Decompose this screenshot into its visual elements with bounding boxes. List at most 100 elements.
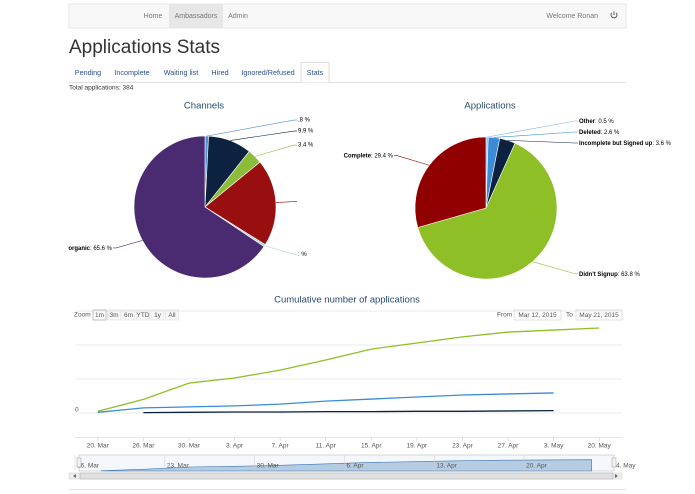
label-connector — [206, 119, 297, 137]
x-tick-label: 11. Apr — [316, 443, 337, 450]
nav-active-bg — [169, 4, 223, 28]
series-line — [143, 409, 554, 414]
page-title: Applications Stats — [69, 37, 220, 58]
zoom-button-bg[interactable] — [92, 309, 107, 321]
zoom-button[interactable]: 1m — [95, 312, 104, 319]
zoom-button-bg[interactable] — [107, 309, 121, 321]
chart-title: Applications — [464, 101, 515, 112]
navigator-label: 6. Apr — [347, 463, 365, 470]
tab[interactable]: Incomplete — [114, 68, 149, 77]
range-to[interactable]: May 21, 2015 — [579, 312, 619, 319]
label-connector — [487, 120, 578, 138]
zoom-label: Zoom — [74, 312, 91, 319]
series-line — [97, 392, 554, 413]
zoom-button-bg[interactable] — [121, 309, 136, 321]
x-tick-label: 30. Mar — [178, 443, 201, 450]
scroll-right[interactable] — [615, 474, 618, 478]
x-tick-label: 7. Apr — [272, 443, 290, 450]
zoom-button[interactable]: YTD — [137, 312, 150, 319]
x-tick-label: 3. Apr — [226, 443, 244, 450]
pie-slice — [417, 142, 558, 280]
navigator-label: 30. Mar — [257, 463, 280, 470]
power-arc — [610, 12, 618, 19]
scroll-left[interactable] — [73, 474, 76, 478]
tab[interactable]: Hired — [211, 68, 228, 77]
label-value: : 0.5 % — [595, 119, 614, 125]
nav-link[interactable]: Ambassadors — [175, 13, 218, 20]
x-tick-label: 23. Apr — [452, 443, 473, 450]
welcome-user: Welcome Ronan — [546, 13, 598, 20]
label-name: Didn't Signup — [579, 271, 618, 277]
label-value: : 63.8 % — [618, 271, 641, 277]
data-label: 3.4 % — [298, 143, 314, 149]
label-name: Complete — [344, 153, 372, 159]
navigator-handle[interactable] — [611, 457, 617, 468]
label-connector — [494, 131, 578, 138]
navbar — [68, 3, 627, 29]
range-from[interactable]: Mar 12, 2015 — [518, 312, 557, 319]
label-value: : 2.6 % — [601, 130, 620, 136]
data-label: Deleted: 2.6 % — [579, 130, 620, 136]
zoom-button-bg[interactable] — [165, 309, 179, 321]
data-label: Complete: 29.4 % — [344, 153, 394, 159]
label-connector — [264, 245, 297, 255]
label-connector — [254, 144, 297, 157]
label-value: : 65.6 % — [90, 246, 113, 252]
zoom-button[interactable]: 3m — [109, 312, 118, 319]
label-connector — [113, 240, 143, 249]
x-tick-label: 20. Mar — [87, 443, 110, 450]
nav-link[interactable]: Home — [144, 13, 163, 20]
navigator-handle[interactable] — [76, 457, 82, 468]
zoom-button-bg[interactable] — [150, 309, 165, 321]
label-connector — [275, 201, 297, 203]
x-tick-label: 20. May — [588, 443, 612, 450]
tab[interactable]: Waiting list — [164, 68, 198, 77]
range-from-label: From — [497, 312, 512, 319]
navigator-label: 23. Mar — [167, 463, 190, 470]
navigator-area — [100, 459, 593, 472]
series-line — [97, 327, 600, 412]
range-to-label: To — [566, 312, 573, 319]
zoom-button[interactable]: All — [168, 312, 176, 319]
zoom-button-bg[interactable] — [136, 309, 150, 321]
label-connector — [394, 155, 430, 166]
y-tick-label: 0 — [75, 407, 79, 414]
label-name: Incomplete but Signed up — [579, 141, 653, 147]
logout-icon[interactable] — [610, 11, 618, 19]
label-connector — [532, 261, 578, 275]
tab[interactable]: Pending — [75, 68, 101, 77]
nav-link[interactable]: Admin — [228, 13, 248, 20]
chart-title: Cumulative number of applications — [274, 295, 420, 306]
label-connector — [507, 140, 578, 144]
scrollbar-thumb[interactable] — [79, 472, 614, 480]
pie-slice — [204, 161, 277, 246]
data-label: organic: 65.6 % — [68, 246, 112, 252]
range-to-box[interactable] — [575, 309, 623, 321]
label-name: Deleted — [579, 130, 601, 136]
x-tick-label: 27. Apr — [498, 443, 519, 450]
range-from-box[interactable] — [513, 309, 562, 321]
data-label: 9.9 % — [298, 129, 314, 135]
pie-slice — [414, 136, 487, 228]
data-label: Incomplete but Signed up: 3.6 % — [579, 141, 672, 147]
zoom-button[interactable]: 6m — [124, 312, 133, 319]
data-label: .8 % — [298, 118, 311, 124]
x-tick-label: 3. May — [544, 443, 564, 450]
label-value: : 29.4 % — [371, 153, 394, 159]
data-label: Other: 0.5 % — [579, 119, 614, 125]
tab-active-box — [300, 62, 330, 83]
navigator-label: 13. Apr — [436, 463, 457, 470]
label-value: : 3.6 % — [652, 141, 671, 147]
x-tick-label: 26. Mar — [132, 443, 155, 450]
tab[interactable]: Ignored/Refused — [241, 68, 294, 77]
x-tick-label: 19. Apr — [407, 443, 428, 450]
label-name: Other — [579, 119, 596, 125]
navigator-label: 20. Apr — [526, 463, 547, 470]
data-label: : % — [298, 252, 307, 258]
zoom-button[interactable]: 1y — [154, 312, 162, 319]
total-applications: Total applications: 384 — [69, 85, 134, 92]
navigator-label: 4. May — [616, 463, 636, 470]
data-label: Didn't Signup: 63.8 % — [579, 271, 640, 277]
tab[interactable]: Stats — [307, 68, 324, 77]
